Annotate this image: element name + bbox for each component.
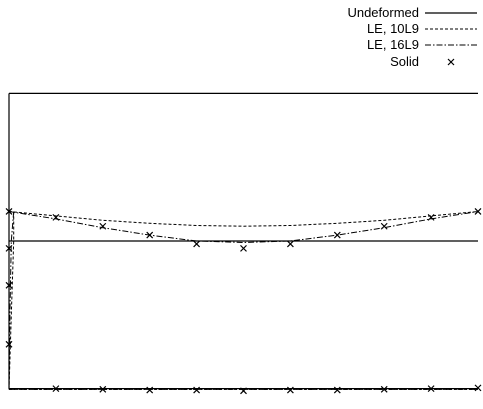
series-solid-point-0 (5, 208, 13, 215)
series-solid-point-9 (427, 213, 435, 221)
series-solid-point-13 (5, 340, 13, 348)
legend-label-le-16l9: LE, 16L9 (367, 37, 419, 52)
legend-marker-solid (447, 58, 455, 66)
series-solid-point-22 (427, 385, 435, 393)
series-le-16l9-line-1 (8, 211, 15, 390)
legend-label-undeformed: Undeformed (347, 5, 419, 20)
series-solid-point-1 (52, 213, 60, 221)
series-solid-point-21 (380, 385, 388, 393)
series-solid-point-17 (193, 386, 201, 394)
series-le-10l9-line-1 (8, 211, 15, 390)
legend-label-solid: Solid (390, 54, 419, 69)
series-solid-point-2 (99, 222, 107, 230)
series-solid-point-23 (474, 384, 482, 392)
series-solid-point-3 (146, 231, 154, 239)
series-solid-point-15 (99, 385, 107, 393)
series-solid-point-20 (333, 386, 341, 394)
legend-label-le-10l9: LE, 10L9 (367, 21, 419, 36)
series-solid-point-16 (146, 386, 154, 394)
series-solid-point-5 (240, 244, 247, 252)
series-solid-point-14 (52, 385, 60, 393)
series-solid-point-11 (5, 244, 13, 252)
series-solid-point-10 (474, 208, 482, 215)
series-solid-point-6 (286, 240, 294, 248)
series-solid-point-4 (193, 240, 201, 248)
series-solid-point-12 (5, 281, 13, 289)
series-solid-point-18 (240, 387, 247, 395)
series-solid-point-19 (286, 386, 294, 394)
series-solid-point-8 (380, 222, 388, 230)
plot-area (5, 92, 482, 395)
series-solid-point-7 (333, 231, 341, 239)
series-le-16l9-line-0 (8, 211, 479, 244)
series-le-10l9-line-0 (8, 211, 479, 227)
legend: Undeformed LE, 10L9 LE, 16L9 Solid (347, 5, 477, 69)
